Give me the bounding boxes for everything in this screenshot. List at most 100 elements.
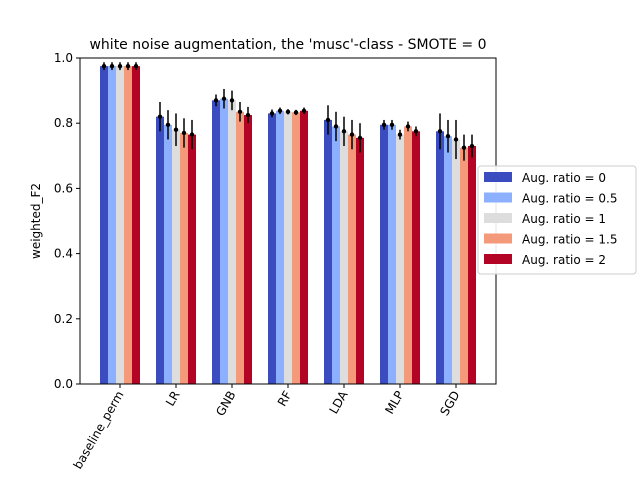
mean-marker [237,109,243,114]
y-tick-label: 0.6 [54,181,73,195]
mean-marker [101,63,107,69]
mean-marker [285,109,291,114]
legend-label: Aug. ratio = 1.5 [522,233,618,247]
bar-MLP-series-2 [396,134,404,384]
mean-marker [229,98,235,103]
bar-baseline_perm-series-2 [116,66,124,385]
mean-marker [157,114,163,119]
legend-swatch [484,172,512,182]
mean-marker [221,96,227,101]
bar-MLP-series-3 [404,126,412,385]
bar-RF-series-4 [300,110,308,384]
y-tick-label: 0.2 [54,312,73,326]
mean-marker [381,122,387,128]
x-axis-ticks: baseline_perm LR GNB RF LDA MLP SGD [71,384,463,471]
mean-marker [469,143,475,149]
mean-marker [413,129,419,134]
bar-GNB-series-0 [212,100,220,384]
mean-marker [349,132,355,137]
bar-baseline_perm-series-1 [108,66,116,385]
legend-swatch [484,233,512,244]
bar-GNB-series-4 [244,115,252,385]
y-tick-label: 0.8 [54,116,73,130]
legend-label: Aug. ratio = 1 [522,212,606,226]
bar-MLP-series-0 [380,124,388,384]
bar-SGD-series-0 [436,131,444,384]
bar-baseline_perm-series-0 [100,66,108,385]
bar-LR-series-0 [156,116,164,385]
bar-RF-series-3 [292,112,300,384]
bar-SGD-series-3 [460,147,468,384]
mean-marker [181,130,187,136]
bar-GNB-series-2 [228,100,236,384]
y-tick-label: 0.4 [54,247,73,261]
bar-SGD-series-4 [468,146,476,384]
mean-marker [389,122,395,128]
mean-marker [301,108,307,114]
mean-marker [245,112,251,118]
x-tick-label: baseline_perm [71,389,127,472]
mean-marker [333,124,339,129]
x-tick-label: SGD [437,389,462,419]
bar-GNB-series-3 [236,111,244,384]
mean-marker [269,111,275,116]
x-tick-label: LR [163,389,183,409]
mean-marker [125,63,131,69]
bar-LDA-series-0 [324,119,332,384]
mean-marker [397,132,403,137]
bar-MLP-series-1 [388,124,396,384]
mean-marker [165,122,171,128]
bar-LDA-series-4 [356,137,364,384]
bar-LDA-series-1 [332,126,340,385]
mean-marker [133,63,139,69]
legend-swatch [484,254,512,264]
bar-SGD-series-2 [452,139,460,384]
bar-baseline_perm-series-4 [132,66,140,385]
bar-LDA-series-3 [348,134,356,384]
legend-swatch [484,192,512,203]
bar-GNB-series-1 [220,98,228,384]
bar-RF-series-2 [284,111,292,384]
x-tick-label: RF [275,388,295,408]
y-tick-label: 1.0 [54,51,73,65]
legend-swatch [484,213,512,223]
y-axis-label: weighted_F2 [29,183,43,259]
bar-baseline_perm-series-3 [124,66,132,385]
bar-RF-series-1 [276,110,284,384]
chart-title: white noise augmentation, the 'musc'-cla… [89,37,486,53]
mean-marker [189,132,195,137]
mean-marker [405,124,411,129]
legend-box [477,165,637,275]
legend-label: Aug. ratio = 0.5 [522,192,618,206]
mean-marker [213,98,219,103]
mean-marker [453,137,459,142]
x-tick-label: MLP [382,389,406,417]
legend: Aug. ratio = 0 Aug. ratio = 0.5 Aug. ratio… [477,165,637,275]
mean-marker [445,134,451,139]
bars-group [100,66,476,385]
mean-marker [437,129,443,134]
mean-marker [293,110,299,115]
mean-marker [173,127,179,132]
mean-marker [109,63,115,69]
y-tick-label: 0.0 [54,377,73,391]
mean-marker [277,108,283,114]
bar-MLP-series-4 [412,131,420,384]
x-tick-label: LDA [327,388,351,416]
bar-LR-series-3 [180,132,188,384]
bar-LR-series-1 [164,124,172,384]
error-bars-group [101,62,475,161]
mean-marker [461,145,467,150]
mean-marker [341,129,347,134]
bar-LR-series-4 [188,134,196,384]
bar-LDA-series-2 [340,131,348,384]
mean-marker [325,117,331,123]
bar-LR-series-2 [172,129,180,384]
x-tick-label: GNB [213,389,238,419]
mean-marker [117,63,123,69]
legend-label: Aug. ratio = 0 [522,171,606,185]
bar-SGD-series-1 [444,136,452,384]
bar-RF-series-0 [268,113,276,385]
mean-marker [357,135,363,141]
